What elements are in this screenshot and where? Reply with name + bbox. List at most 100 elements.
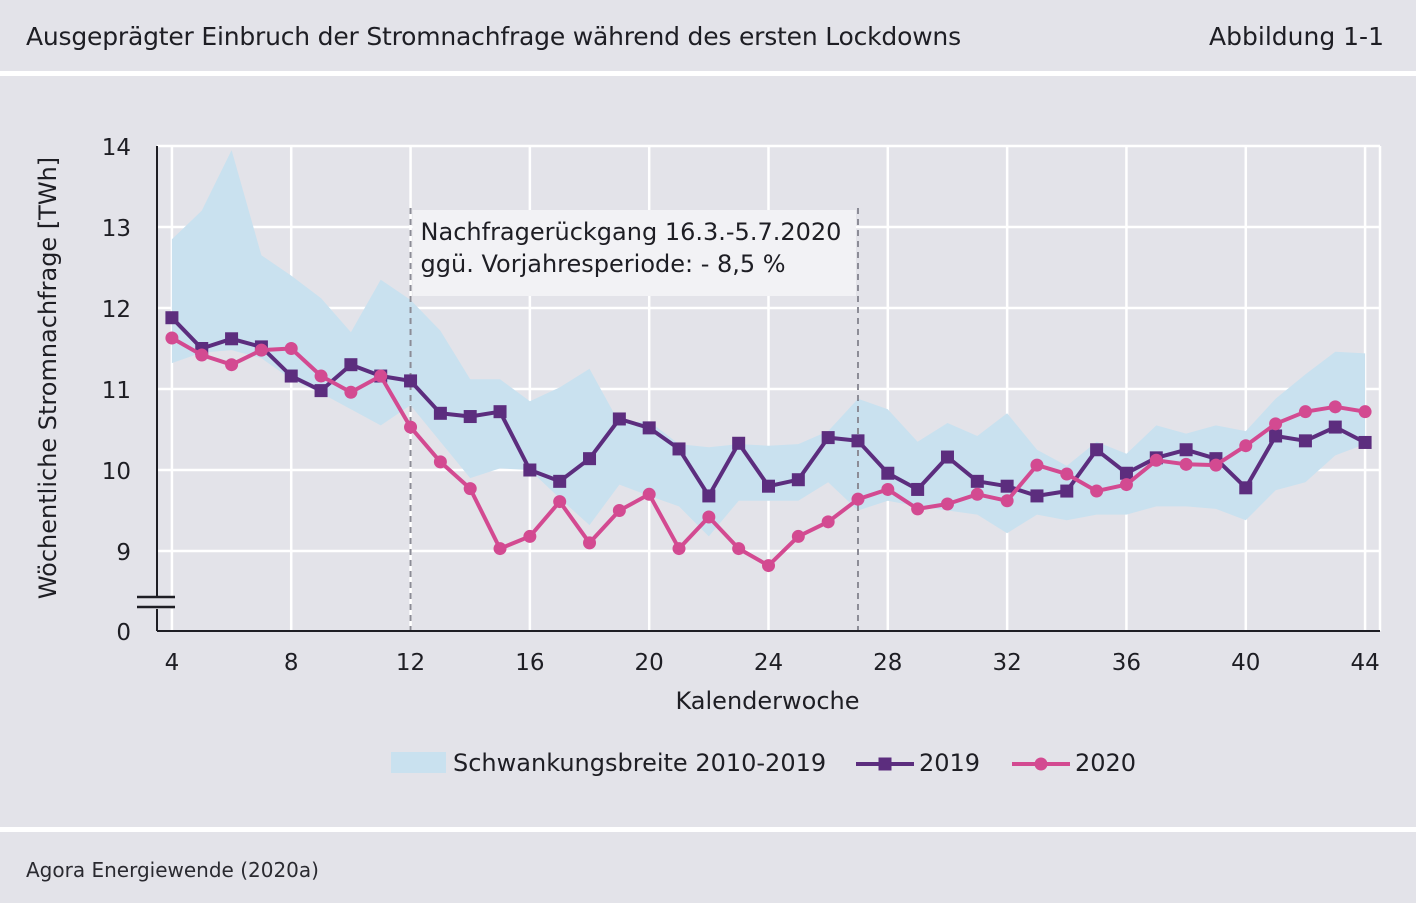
range-band bbox=[171, 150, 1366, 537]
point-2019 bbox=[732, 436, 746, 450]
point-2020 bbox=[404, 420, 418, 434]
point-2019 bbox=[1298, 434, 1312, 448]
y-tick-label: 10 bbox=[102, 459, 131, 485]
point-2020 bbox=[1090, 484, 1104, 498]
point-2019 bbox=[1239, 481, 1253, 495]
legend-marker-2019 bbox=[878, 757, 892, 771]
point-2020 bbox=[493, 542, 507, 556]
legend-label-2019: 2019 bbox=[919, 749, 980, 777]
point-2019 bbox=[702, 489, 716, 503]
point-2019 bbox=[433, 406, 447, 420]
point-2020 bbox=[762, 559, 775, 573]
annotation-line-1: Nachfragerückgang 16.3.-5.7.2020 bbox=[421, 218, 842, 246]
y-tick-label: 11 bbox=[102, 378, 131, 404]
y-tick-label: 9 bbox=[116, 540, 131, 566]
point-2020 bbox=[672, 542, 686, 556]
legend-series-2019 bbox=[856, 757, 914, 771]
x-tick-label: 36 bbox=[1112, 650, 1141, 676]
point-2020 bbox=[1328, 400, 1342, 414]
y-tick-label: 0 bbox=[116, 620, 131, 646]
x-tick-label: 40 bbox=[1231, 650, 1260, 676]
point-2019 bbox=[1269, 429, 1283, 443]
point-2019 bbox=[314, 384, 328, 398]
point-2020 bbox=[1179, 457, 1193, 471]
point-2019 bbox=[970, 474, 984, 488]
x-tick-label: 32 bbox=[992, 650, 1021, 676]
point-2019 bbox=[1090, 443, 1104, 457]
point-2019 bbox=[1119, 466, 1133, 480]
x-tick-label: 44 bbox=[1350, 650, 1379, 676]
point-2020 bbox=[374, 369, 388, 383]
point-2020 bbox=[195, 348, 209, 362]
point-2019 bbox=[642, 421, 656, 435]
figure-title: Ausgeprägter Einbruch der Stromnachfrage… bbox=[26, 22, 961, 51]
point-2020 bbox=[314, 369, 328, 383]
point-2020 bbox=[911, 502, 925, 516]
point-2019 bbox=[1358, 435, 1372, 449]
point-2020 bbox=[583, 536, 597, 550]
point-2020 bbox=[1060, 467, 1074, 481]
point-2020 bbox=[1239, 439, 1253, 453]
x-tick-label: 16 bbox=[515, 650, 544, 676]
x-axis-label: Kalenderwoche bbox=[675, 687, 859, 715]
legend-band-label: Schwankungsbreite 2010-2019 bbox=[453, 749, 826, 777]
point-2019 bbox=[1179, 443, 1193, 457]
point-2019 bbox=[553, 474, 567, 488]
point-2019 bbox=[940, 450, 954, 464]
point-2020 bbox=[612, 504, 626, 517]
point-2019 bbox=[165, 311, 179, 325]
point-2019 bbox=[1030, 489, 1044, 503]
point-2019 bbox=[463, 410, 477, 424]
point-2020 bbox=[642, 487, 656, 501]
annotation-line-2: ggü. Vorjahresperiode: - 8,5 % bbox=[421, 250, 786, 278]
x-tick-label: 12 bbox=[396, 650, 425, 676]
legend-series-2020 bbox=[1012, 757, 1070, 771]
annotation-box bbox=[412, 210, 856, 296]
point-2019 bbox=[344, 358, 358, 372]
point-2020 bbox=[702, 510, 716, 524]
source-note: Agora Energiewende (2020a) bbox=[26, 858, 319, 882]
annotation: Nachfragerückgang 16.3.-5.7.2020 ggü. Vo… bbox=[409, 208, 859, 631]
point-2019 bbox=[881, 466, 895, 480]
point-2019 bbox=[404, 374, 418, 388]
point-2019 bbox=[1000, 479, 1014, 493]
point-2019 bbox=[851, 434, 865, 448]
point-2020 bbox=[463, 482, 477, 496]
y-axis-label: Wöchentliche Stromnachfrage [TWh] bbox=[34, 157, 62, 599]
point-2019 bbox=[523, 463, 537, 477]
footer-divider bbox=[0, 827, 1416, 832]
point-2020 bbox=[940, 497, 954, 511]
point-2019 bbox=[493, 405, 507, 419]
point-2020 bbox=[344, 385, 358, 399]
point-2020 bbox=[970, 487, 984, 501]
legend-band-swatch bbox=[391, 752, 446, 773]
line-chart: Nachfragerückgang 16.3.-5.7.2020 ggü. Vo… bbox=[34, 135, 1382, 777]
point-2020 bbox=[254, 343, 268, 357]
series-layer bbox=[165, 311, 1372, 573]
x-tick-label: 20 bbox=[635, 650, 664, 676]
point-2020 bbox=[1119, 478, 1133, 492]
point-2020 bbox=[1149, 453, 1163, 467]
x-tick-label: 4 bbox=[165, 650, 180, 676]
point-2020 bbox=[1298, 405, 1312, 419]
point-2019 bbox=[762, 479, 775, 493]
point-2020 bbox=[1358, 405, 1372, 419]
y-tick-label: 12 bbox=[102, 297, 131, 323]
header-divider bbox=[0, 71, 1416, 76]
point-2020 bbox=[791, 529, 805, 543]
point-2020 bbox=[553, 495, 567, 509]
point-2019 bbox=[225, 332, 239, 346]
chart-axes bbox=[135, 146, 1380, 632]
point-2019 bbox=[583, 452, 597, 466]
point-2019 bbox=[1328, 420, 1342, 434]
point-2019 bbox=[821, 431, 835, 445]
point-2019 bbox=[672, 442, 686, 456]
point-2020 bbox=[821, 515, 835, 529]
legend-marker-2020 bbox=[1034, 757, 1048, 771]
x-tick-label: 28 bbox=[873, 650, 902, 676]
tick-labels: 9 10 11 12 13 14 0 4 8 12 16 20 24 28 32 36 40 44 bbox=[102, 135, 1380, 676]
y-tick-label: 13 bbox=[102, 216, 131, 242]
point-2020 bbox=[165, 331, 179, 345]
point-2020 bbox=[1030, 458, 1044, 472]
point-2020 bbox=[1209, 458, 1223, 472]
